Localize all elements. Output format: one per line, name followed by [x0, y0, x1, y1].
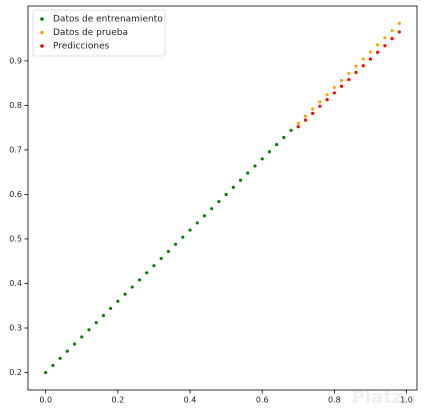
point: [296, 125, 300, 129]
point: [289, 128, 293, 132]
point: [339, 84, 344, 88]
point: [195, 221, 199, 225]
point: [275, 142, 279, 147]
point: [101, 313, 106, 318]
legend-label: Predicciones: [53, 42, 110, 52]
point: [109, 306, 113, 311]
point: [94, 321, 98, 325]
point: [325, 97, 329, 102]
point: [339, 78, 344, 83]
point: [376, 50, 380, 54]
point: [390, 28, 394, 33]
point: [325, 93, 329, 97]
point: [123, 292, 127, 296]
y-tick-label: 0.9: [9, 56, 22, 65]
point: [210, 207, 214, 211]
point: [166, 249, 170, 254]
legend-marker: [40, 30, 44, 35]
point: [318, 104, 322, 108]
point: [368, 57, 373, 61]
watermark: Platzi: [352, 387, 409, 408]
point: [253, 164, 257, 168]
point: [376, 43, 380, 47]
x-tick-label: 0.6: [256, 396, 269, 405]
point: [159, 256, 163, 261]
point: [361, 57, 365, 61]
legend-marker: [40, 17, 44, 21]
y-tick-label: 0.3: [9, 324, 22, 333]
legend-box: [32, 9, 166, 57]
point: [296, 121, 300, 125]
point: [246, 171, 250, 175]
point: [347, 71, 351, 75]
point: [390, 36, 394, 41]
y-tick-label: 0.8: [9, 101, 22, 110]
point: [311, 107, 315, 111]
point: [152, 264, 156, 268]
plot-area: [27, 5, 418, 391]
point: [130, 285, 134, 289]
point: [116, 299, 120, 303]
point: [332, 91, 336, 95]
point: [51, 363, 55, 368]
y-tick-label: 0.7: [9, 145, 22, 154]
point: [238, 178, 243, 182]
point: [217, 199, 221, 204]
point: [231, 185, 235, 189]
point: [44, 370, 48, 375]
point: [260, 157, 264, 161]
legend-label: Datos de entrenamiento: [53, 15, 163, 25]
point: [224, 192, 228, 197]
point: [318, 100, 322, 104]
y-tick-label: 0.6: [9, 190, 22, 199]
point: [80, 335, 84, 339]
point: [202, 214, 207, 218]
point: [397, 30, 401, 34]
point: [267, 150, 272, 154]
point: [188, 228, 192, 232]
point: [181, 235, 185, 239]
x-tick-label: 0.8: [328, 396, 341, 405]
y-tick-label: 0.2: [9, 368, 22, 377]
y-tick-label: 0.4: [9, 279, 22, 288]
legend-marker: [40, 44, 44, 48]
point: [303, 118, 308, 122]
point: [311, 111, 315, 115]
point: [58, 356, 62, 360]
point: [347, 77, 351, 82]
point: [383, 44, 387, 48]
point: [354, 70, 358, 75]
x-tick-label: 0.4: [184, 396, 197, 405]
point: [137, 278, 142, 282]
point: [173, 242, 178, 246]
point: [303, 114, 308, 118]
point: [332, 85, 336, 90]
point: [282, 135, 286, 140]
x-tick-label: 1.0: [400, 396, 413, 405]
point: [368, 50, 373, 54]
point: [397, 21, 401, 26]
point: [87, 328, 91, 332]
legend: Datos de entrenamiento Datos de prueba Pre…: [32, 9, 166, 57]
point: [72, 342, 77, 346]
point: [65, 349, 69, 353]
legend-label: Datos de prueba: [53, 28, 128, 38]
point: [383, 36, 387, 40]
point: [354, 64, 358, 68]
point: [145, 271, 149, 275]
y-tick-label: 0.5: [9, 234, 22, 243]
x-tick-label: 0.0: [39, 396, 52, 405]
point: [361, 64, 365, 68]
x-tick-label: 0.2: [111, 396, 124, 405]
